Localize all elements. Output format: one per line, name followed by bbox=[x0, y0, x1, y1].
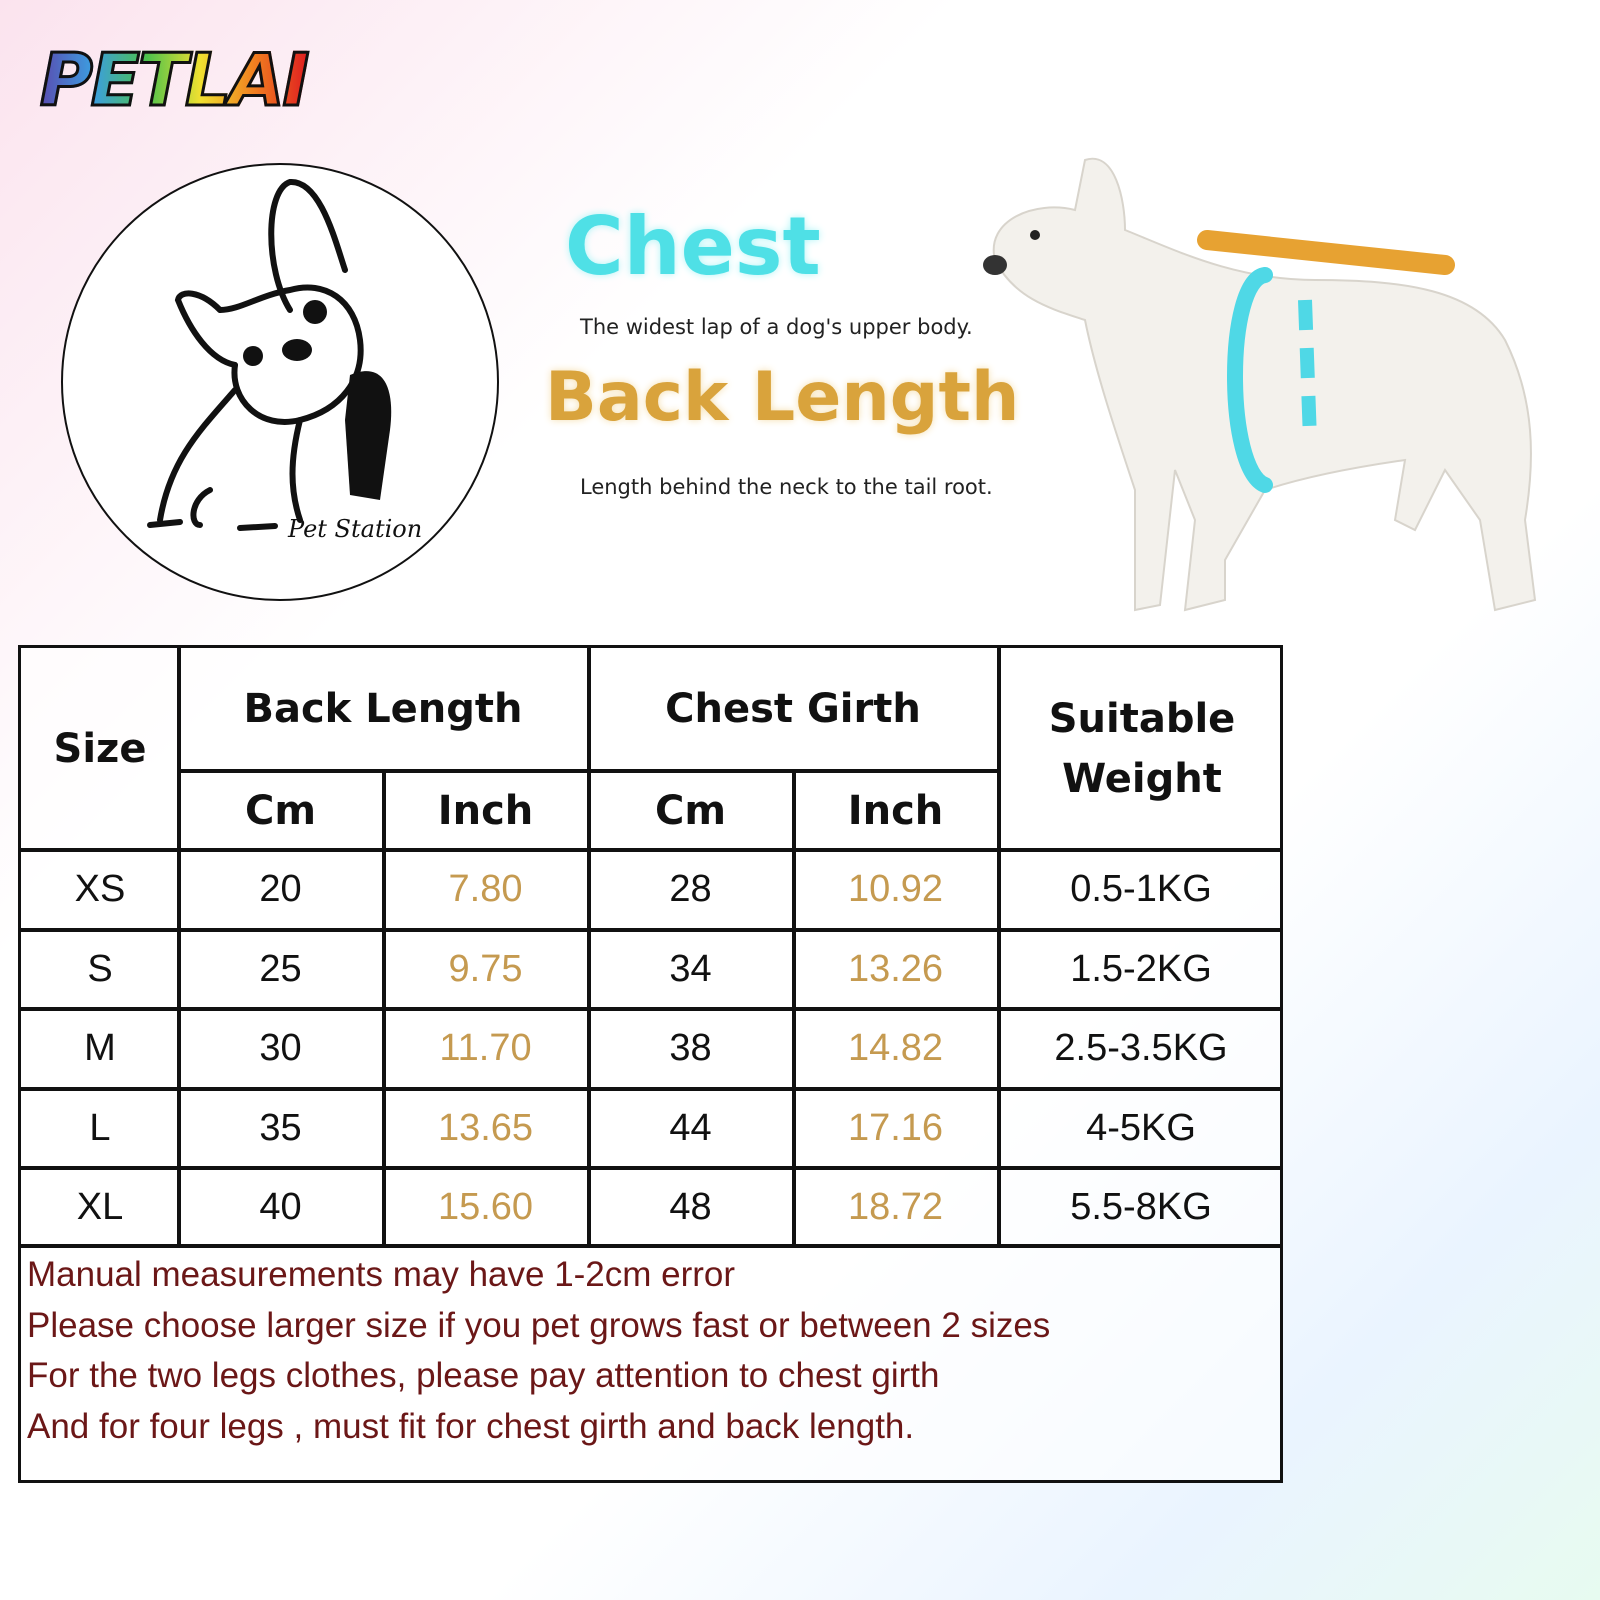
brand-logo: PETLAI bbox=[38, 37, 310, 124]
pet-station-emblem: Pet Station bbox=[61, 163, 499, 601]
header-chest-inch: Inch bbox=[847, 788, 944, 834]
cell-chest-in: 18.72 bbox=[847, 1185, 944, 1228]
french-bulldog-icon bbox=[147, 179, 364, 531]
cell-back-in: 9.75 bbox=[448, 947, 523, 990]
cell-back-in: 13.65 bbox=[437, 1106, 534, 1149]
cell-back-in: 15.60 bbox=[437, 1185, 534, 1228]
header-back-cm: Cm bbox=[244, 788, 317, 834]
header-size: Size bbox=[53, 726, 147, 772]
cell-weight: 2.5-3.5KG bbox=[1054, 1026, 1228, 1069]
size-chart-table: Size Back Length Chest Girth Suitable We… bbox=[18, 645, 1283, 1483]
cell-chest-cm: 48 bbox=[669, 1185, 712, 1228]
header-back-length: Back Length bbox=[243, 686, 523, 732]
header-back-inch: Inch bbox=[437, 788, 534, 834]
header-chest-cm: Cm bbox=[654, 788, 727, 834]
cell-chest-in: 14.82 bbox=[847, 1026, 944, 1069]
cell-size: XS bbox=[74, 867, 126, 910]
header-suitable-weight: Suitable Weight bbox=[1048, 696, 1236, 802]
back-length-title: Back Length bbox=[545, 358, 1020, 437]
cell-chest-in: 13.26 bbox=[847, 947, 944, 990]
cell-size: L bbox=[89, 1106, 111, 1149]
cell-chest-in: 17.16 bbox=[847, 1106, 944, 1149]
cell-chest-cm: 44 bbox=[669, 1106, 712, 1149]
cell-back-in: 11.70 bbox=[439, 1026, 532, 1069]
cell-weight: 4-5KG bbox=[1086, 1106, 1196, 1149]
cell-size: XL bbox=[76, 1185, 124, 1228]
note-line: And for four legs , must fit for chest g… bbox=[27, 1406, 915, 1446]
cell-size: S bbox=[87, 947, 113, 990]
cell-back-in: 7.80 bbox=[448, 867, 523, 910]
cell-back-cm: 30 bbox=[259, 1026, 302, 1069]
cell-weight: 5.5-8KG bbox=[1070, 1185, 1212, 1228]
cell-weight: 1.5-2KG bbox=[1070, 947, 1212, 990]
chest-description: The widest lap of a dog's upper body. bbox=[580, 315, 973, 339]
back-length-description: Length behind the neck to the tail root. bbox=[580, 475, 993, 499]
cell-chest-cm: 28 bbox=[669, 867, 712, 910]
notes: Manual measurements may have 1-2cm error… bbox=[27, 1250, 1050, 1452]
dog-measurement-photo bbox=[983, 157, 1537, 612]
cell-chest-cm: 34 bbox=[669, 947, 712, 990]
cell-back-cm: 40 bbox=[259, 1185, 302, 1228]
cell-size: M bbox=[84, 1026, 116, 1069]
note-line: For the two legs clothes, please pay att… bbox=[27, 1356, 940, 1395]
chest-title: Chest bbox=[565, 200, 821, 293]
note-line: Manual measurements may have 1-2cm error bbox=[27, 1255, 736, 1294]
cell-back-cm: 35 bbox=[259, 1106, 302, 1149]
emblem-text: Pet Station bbox=[287, 515, 422, 543]
cell-back-cm: 20 bbox=[259, 867, 302, 910]
header-chest-girth: Chest Girth bbox=[665, 686, 921, 732]
note-line: Please choose larger size if you pet gro… bbox=[27, 1305, 1051, 1345]
cell-chest-cm: 38 bbox=[669, 1026, 712, 1069]
cell-weight: 0.5-1KG bbox=[1070, 867, 1212, 910]
cell-chest-in: 10.92 bbox=[847, 867, 944, 910]
cell-back-cm: 25 bbox=[259, 947, 302, 990]
